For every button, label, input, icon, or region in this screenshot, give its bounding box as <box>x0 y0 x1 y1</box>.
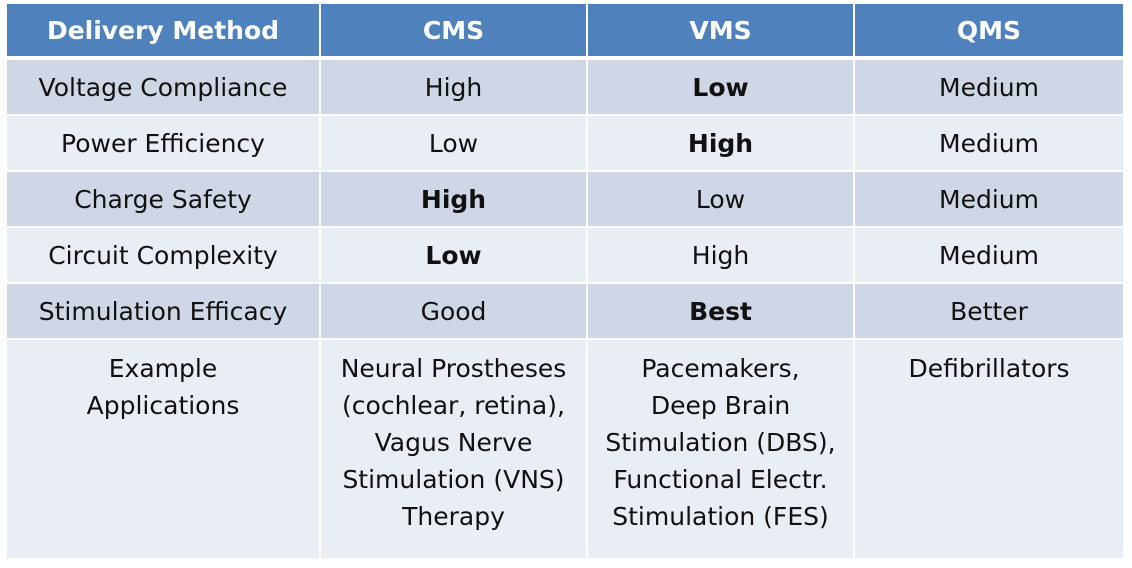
qms-applications: Defibrillators <box>854 339 1123 558</box>
cms-cell: High <box>320 58 588 116</box>
cms-application-line: Vagus Nerve <box>374 428 533 457</box>
row-label: Voltage Compliance <box>7 58 321 116</box>
cms-cell: Low <box>320 115 588 172</box>
table-row: Power Efficiency Low High Medium <box>7 115 1123 172</box>
table-row: Stimulation Efficacy Good Best Better <box>7 283 1123 340</box>
cms-cell: Good <box>320 283 588 340</box>
vms-application-line: Pacemakers, <box>641 354 800 383</box>
header-delivery-method: Delivery Method <box>7 4 321 60</box>
row-label: Circuit Complexity <box>7 227 321 284</box>
qms-cell: Medium <box>854 58 1123 116</box>
table-row: Charge Safety High Low Medium <box>7 171 1123 228</box>
cms-applications: Neural Prostheses (cochlear, retina), Va… <box>320 339 588 558</box>
header-cms: CMS <box>320 4 588 60</box>
applications-label-line: Applications <box>86 391 240 420</box>
applications-label: Example Applications <box>7 339 321 558</box>
cms-cell: Low <box>320 227 588 284</box>
vms-cell: Low <box>587 58 855 116</box>
qms-cell: Medium <box>854 171 1123 228</box>
cms-application-line: Therapy <box>402 502 505 531</box>
table-row: Voltage Compliance High Low Medium <box>7 58 1123 116</box>
qms-cell: Better <box>854 283 1123 340</box>
cms-application-line: (cochlear, retina), <box>342 391 565 420</box>
vms-application-line: Deep Brain <box>650 391 791 420</box>
header-vms: VMS <box>587 4 855 60</box>
vms-cell: Low <box>587 171 855 228</box>
header-row: Delivery Method CMS VMS QMS <box>7 4 1123 60</box>
cms-cell: High <box>320 171 588 228</box>
row-label: Stimulation Efficacy <box>7 283 321 340</box>
vms-application-line: Stimulation (DBS), <box>605 428 836 457</box>
comparison-table: Delivery Method CMS VMS QMS Voltage Comp… <box>7 4 1123 558</box>
vms-cell: High <box>587 115 855 172</box>
qms-cell: Medium <box>854 115 1123 172</box>
vms-application-line: Stimulation (FES) <box>612 502 829 531</box>
qms-cell: Medium <box>854 227 1123 284</box>
table-row: Circuit Complexity Low High Medium <box>7 227 1123 284</box>
qms-application-line: Defibrillators <box>908 354 1070 383</box>
vms-cell: Best <box>587 283 855 340</box>
vms-application-line: Functional Electr. <box>613 465 828 494</box>
row-label: Charge Safety <box>7 171 321 228</box>
applications-label-line: Example <box>108 354 218 383</box>
row-label: Power Efficiency <box>7 115 321 172</box>
cms-application-line: Neural Prostheses <box>340 354 567 383</box>
vms-cell: High <box>587 227 855 284</box>
cms-application-line: Stimulation (VNS) <box>342 465 565 494</box>
applications-row: Example Applications Neural Prostheses (… <box>7 339 1123 558</box>
header-qms: QMS <box>854 4 1123 60</box>
vms-applications: Pacemakers, Deep Brain Stimulation (DBS)… <box>587 339 855 558</box>
